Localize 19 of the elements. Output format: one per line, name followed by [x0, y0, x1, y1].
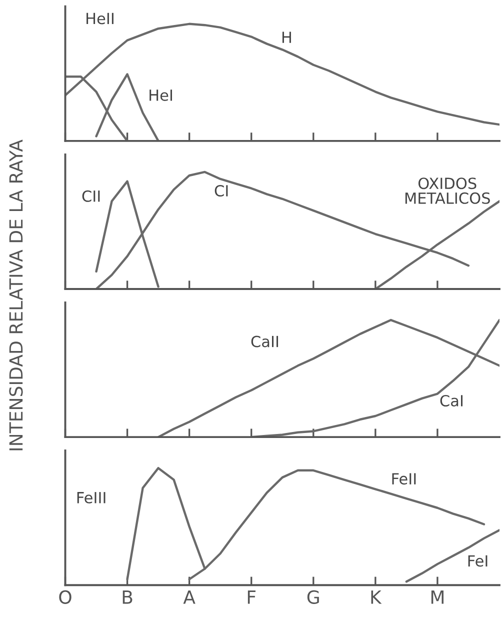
annotation: FeII [392, 473, 416, 485]
annotation: H [282, 32, 291, 43]
x-tick-label: M [431, 590, 444, 604]
annotation: CaI [440, 394, 462, 407]
annotation: CI [214, 184, 228, 197]
annotation: CaII [251, 336, 278, 348]
annotation: HeI [150, 90, 172, 101]
annotation: CII [82, 190, 100, 202]
x-tick-label: O [59, 590, 72, 604]
annotation: FeIII [77, 492, 106, 504]
x-tick-label: A [183, 590, 196, 604]
x-tick-label: B [122, 590, 132, 604]
annotation: HeII [86, 12, 114, 24]
x-tick-label: F [248, 590, 256, 604]
x-tick-label: G [307, 590, 319, 604]
annotation: OXIDOS METALICOS [405, 178, 490, 204]
annotation: FeI [468, 555, 488, 567]
x-tick-label: K [371, 590, 382, 604]
y-axis-title: INTENSIDAD RELATIVA DE LA RAYA [9, 140, 23, 450]
